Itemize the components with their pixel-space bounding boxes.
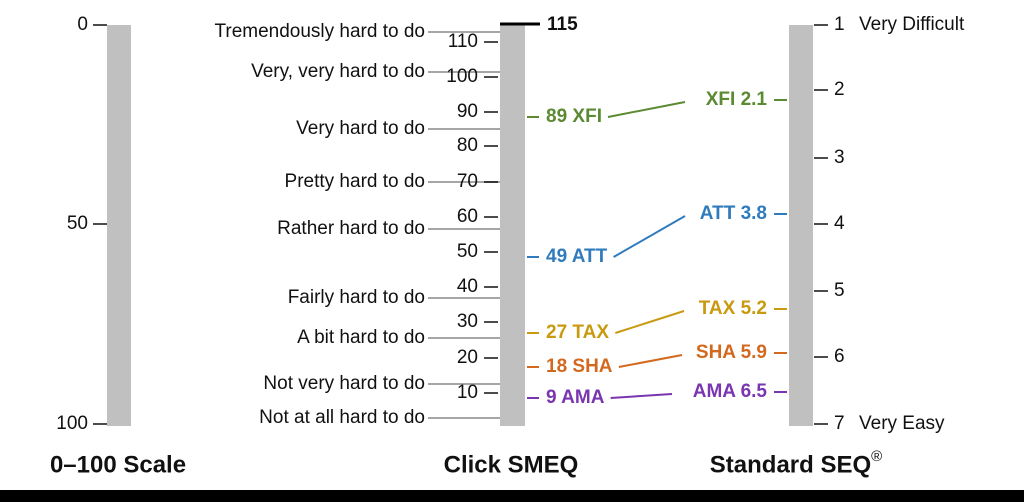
seq-bar	[789, 25, 813, 426]
connector-ama	[610, 393, 673, 399]
anchor-label: A bit hard to do	[297, 327, 425, 348]
anchor-label: Very, very hard to do	[251, 61, 425, 82]
tick-label: 80	[457, 135, 478, 156]
smeq-label-xfi: 89 XFI	[546, 106, 602, 127]
tick-label: 50	[457, 241, 478, 262]
smeq-bar	[500, 25, 525, 426]
connector-sha	[618, 354, 683, 368]
anchor-label: Tremendously hard to do	[214, 21, 425, 42]
smeq-label-sha: 18 SHA	[546, 356, 613, 377]
tick-label: 30	[457, 311, 478, 332]
tick-label: 3	[834, 147, 845, 168]
anchor-label: Pretty hard to do	[285, 171, 425, 192]
tick-extra-label: Very Easy	[859, 413, 945, 434]
tick-extra-label: Very Difficult	[859, 14, 965, 35]
tick-label: 110	[448, 31, 478, 52]
connector-tax	[615, 310, 685, 334]
bottom-border	[0, 490, 1024, 502]
tick-label: 40	[457, 276, 478, 297]
scale-title-smeq: Click SMEQ	[444, 451, 579, 478]
tick-label: 6	[834, 346, 845, 367]
scale-title-seq: Standard SEQ®	[710, 448, 882, 478]
seq-label-att: ATT 3.8	[700, 203, 767, 224]
smeq-label-ama: 9 AMA	[546, 387, 605, 408]
max-tick-label: 115	[547, 14, 578, 35]
tick-label: 100	[56, 413, 88, 434]
tick-label: 90	[457, 101, 478, 122]
anchor-label: Not at all hard to do	[259, 407, 425, 428]
tick-label: 50	[67, 213, 88, 234]
tick-label: 60	[457, 206, 478, 227]
tick-label: 70	[457, 171, 478, 192]
anchor-label: Very hard to do	[296, 118, 425, 139]
tick-label: 5	[834, 280, 845, 301]
tick-label: 4	[834, 213, 845, 234]
tick-label: 0	[77, 14, 88, 35]
tick-label: 20	[457, 347, 478, 368]
connector-att	[613, 215, 686, 258]
tick-label: 100	[446, 66, 478, 87]
scale-0-100-bar	[107, 25, 131, 426]
tick-label: 1	[834, 14, 845, 35]
connector-xfi	[607, 101, 686, 118]
smeq-label-att: 49 ATT	[546, 246, 608, 267]
seq-label-ama: AMA 6.5	[693, 381, 768, 402]
registered-mark: ®	[871, 448, 882, 465]
scale-title-0-100: 0–100 Scale	[50, 451, 186, 478]
tick-label: 2	[834, 79, 845, 100]
seq-label-xfi: XFI 2.1	[706, 89, 768, 110]
anchor-label: Not very hard to do	[263, 373, 425, 394]
tick-label: 10	[457, 382, 478, 403]
anchor-label: Rather hard to do	[277, 218, 425, 239]
seq-label-sha: SHA 5.9	[696, 342, 767, 363]
tick-label: 7	[834, 413, 845, 434]
seq-label-tax: TAX 5.2	[699, 298, 767, 319]
anchor-label: Fairly hard to do	[288, 287, 425, 308]
smeq-label-tax: 27 TAX	[546, 322, 609, 343]
